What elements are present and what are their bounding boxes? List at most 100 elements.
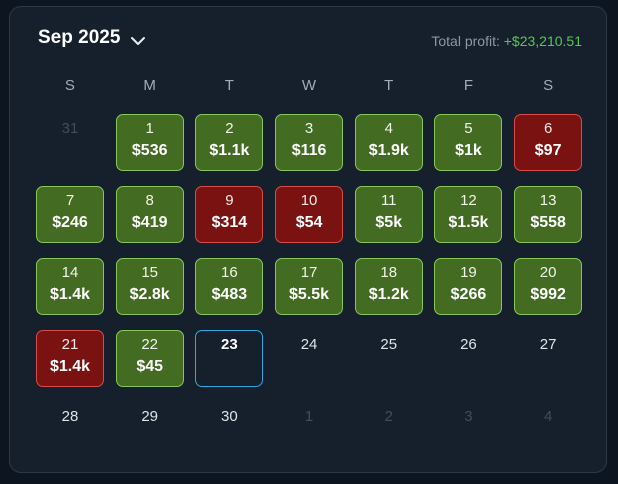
day-number: 22: [141, 336, 159, 353]
day-profit-amount: $1.5k: [448, 214, 489, 231]
day-number: 7: [65, 192, 75, 209]
calendar-day[interactable]: 10 $54: [275, 186, 344, 243]
day-number: 2: [384, 408, 393, 425]
calendar-day[interactable]: 18 $1.2k: [354, 258, 423, 315]
calendar-day[interactable]: 28: [36, 402, 104, 459]
calendar-day[interactable]: 29: [116, 402, 184, 459]
day-number: 15: [141, 264, 159, 281]
day-number: 31: [61, 120, 79, 137]
weekday-label: T: [384, 77, 394, 94]
day-number: 1: [145, 120, 154, 137]
calendar-grid: 31 1 $536 2 $1.1k 3 $116 4 $1.9k 5 $1k 6 $97 7 $246 8 $4…: [36, 114, 583, 459]
calendar-day[interactable]: 4 $1.9k: [354, 114, 423, 171]
day-number: 17: [300, 264, 318, 281]
calendar-day: 4: [514, 402, 582, 459]
total-profit-value: +$23,210.51: [503, 33, 582, 49]
calendar-day[interactable]: 30: [195, 402, 263, 459]
weekday-label: T: [224, 77, 234, 94]
calendar-day[interactable]: 26: [434, 330, 502, 387]
day-profit-amount: $1.4k: [49, 358, 91, 375]
day-number: 3: [464, 408, 473, 425]
day-profit-amount: $1.1k: [209, 142, 250, 159]
weekday-label: S: [543, 77, 554, 94]
calendar-day[interactable]: 20 $992: [514, 258, 583, 315]
weekday-label: S: [64, 77, 75, 94]
profit-calendar-card: Sep 2025 Total profit: +$23,210.51 S M T…: [9, 6, 607, 473]
day-profit-amount: $54: [295, 214, 323, 231]
calendar-day[interactable]: 14 $1.4k: [36, 258, 104, 315]
day-number: 4: [384, 120, 393, 137]
chevron-down-icon: [130, 33, 146, 45]
day-number: 4: [543, 408, 553, 425]
total-profit: Total profit: +$23,210.51: [431, 33, 582, 49]
calendar-day[interactable]: 6 $97: [514, 114, 583, 171]
day-profit-amount: $558: [530, 214, 566, 231]
weekday-header: S M T W T F S: [30, 77, 588, 94]
calendar-day[interactable]: 13 $558: [514, 186, 583, 243]
day-profit-amount: $992: [530, 286, 566, 303]
day-profit-amount: $536: [131, 142, 168, 159]
day-number: 8: [145, 192, 154, 209]
day-number: 14: [61, 264, 79, 281]
calendar-day[interactable]: 27: [514, 330, 582, 387]
calendar-day: 2: [355, 402, 423, 459]
calendar-day[interactable]: 21 $1.4k: [36, 330, 104, 387]
day-number: 25: [380, 336, 398, 353]
calendar-day[interactable]: 22 $45: [115, 330, 184, 387]
day-number: 2: [225, 120, 234, 137]
day-number: 10: [300, 192, 318, 209]
day-profit-amount: $1k: [455, 142, 482, 159]
calendar-day[interactable]: 16 $483: [195, 258, 264, 315]
calendar-day[interactable]: 1 $536: [115, 114, 184, 171]
calendar-day[interactable]: 3 $116: [275, 114, 344, 171]
day-number: 5: [464, 120, 473, 137]
day-profit-amount: $483: [211, 286, 248, 303]
month-label: Sep 2025: [38, 27, 121, 48]
day-number: 27: [539, 336, 557, 353]
day-number: 28: [61, 408, 79, 425]
day-profit-amount: $314: [211, 214, 248, 231]
calendar-day[interactable]: 9 $314: [195, 186, 264, 243]
day-number: 3: [304, 120, 314, 137]
day-profit-amount: $1.4k: [49, 286, 91, 303]
calendar-day-today[interactable]: 23: [195, 330, 264, 387]
calendar-day[interactable]: 17 $5.5k: [275, 258, 344, 315]
day-number: 6: [543, 120, 553, 137]
day-profit-amount: $2.8k: [129, 286, 170, 303]
day-number: 1: [304, 408, 314, 425]
calendar-day: 3: [434, 402, 502, 459]
calendar-day[interactable]: 5 $1k: [434, 114, 503, 171]
day-profit-amount: $5.5k: [289, 286, 330, 303]
day-number: 18: [380, 264, 398, 281]
day-number: 19: [460, 264, 477, 281]
calendar-day[interactable]: 8 $419: [115, 186, 184, 243]
day-number: 26: [460, 336, 477, 353]
calendar-day[interactable]: 11 $5k: [354, 186, 423, 243]
day-number: 21: [61, 336, 79, 353]
day-number: 30: [221, 408, 238, 425]
day-profit-amount: $266: [450, 286, 487, 303]
day-profit-amount: $116: [291, 142, 327, 159]
day-profit-amount: $45: [136, 358, 164, 375]
day-number: 12: [460, 192, 477, 209]
day-profit-amount: $246: [52, 214, 88, 231]
calendar-day[interactable]: 15 $2.8k: [115, 258, 184, 315]
weekday-label: W: [301, 77, 317, 94]
day-number: 13: [539, 192, 557, 209]
day-number: 20: [539, 264, 557, 281]
day-number: 29: [141, 408, 159, 425]
calendar-day[interactable]: 7 $246: [36, 186, 104, 243]
calendar-day[interactable]: 19 $266: [434, 258, 503, 315]
day-profit-amount: $1.9k: [368, 142, 409, 159]
calendar-day[interactable]: 25: [355, 330, 423, 387]
day-profit-amount: $5k: [375, 214, 403, 231]
calendar-day[interactable]: 2 $1.1k: [195, 114, 264, 171]
total-profit-label: Total profit:: [431, 33, 500, 49]
calendar-day[interactable]: 12 $1.5k: [434, 186, 503, 243]
day-number: 24: [300, 336, 318, 353]
day-profit-amount: $419: [131, 214, 168, 231]
calendar-day[interactable]: 24: [275, 330, 343, 387]
month-selector[interactable]: Sep 2025: [38, 27, 146, 49]
day-number: 9: [225, 192, 234, 209]
calendar-day: 1: [275, 402, 343, 459]
